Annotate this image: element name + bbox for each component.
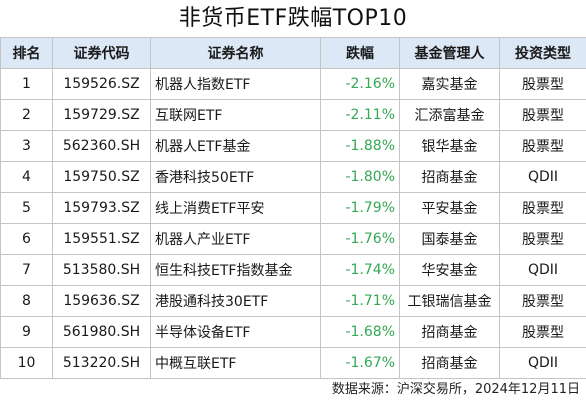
rank-cell: 7 <box>0 254 53 286</box>
type-cell: QDII <box>499 254 586 286</box>
manager-cell: 国泰基金 <box>399 223 500 255</box>
change-cell: -1.71% <box>320 285 400 317</box>
data-source-note: 数据来源：沪深交易所，2024年12月11日 <box>331 382 580 397</box>
manager-cell: 汇添富基金 <box>399 99 500 131</box>
rank-cell: 9 <box>0 316 53 348</box>
manager-cell: 平安基金 <box>399 192 500 224</box>
table-row: 7 513580.SH 恒生科技ETF指数基金 -1.74% 华安基金 QDII <box>0 254 586 286</box>
table-row: 5 159793.SZ 线上消费ETF平安 -1.79% 平安基金 股票型 <box>0 192 586 224</box>
code-cell: 159750.SZ <box>52 161 151 193</box>
type-cell: 股票型 <box>499 223 586 255</box>
name-cell: 香港科技50ETF <box>150 161 321 193</box>
manager-cell: 招商基金 <box>399 347 500 379</box>
type-cell: 股票型 <box>499 130 586 162</box>
change-cell: -2.16% <box>320 68 400 100</box>
code-cell: 159729.SZ <box>52 99 151 131</box>
code-cell: 159551.SZ <box>52 223 151 255</box>
name-cell: 中概互联ETF <box>150 347 321 379</box>
manager-cell: 招商基金 <box>399 161 500 193</box>
etf-decline-table: 排名 证券代码 证券名称 跌幅 基金管理人 投资类型 1 159526.SZ 机器人… <box>0 37 586 379</box>
name-cell: 互联网ETF <box>150 99 321 131</box>
table-row: 3 562360.SH 机器人ETF基金 -1.88% 银华基金 股票型 <box>0 130 586 162</box>
code-cell: 159793.SZ <box>52 192 151 224</box>
name-cell: 半导体设备ETF <box>150 316 321 348</box>
rank-cell: 3 <box>0 130 53 162</box>
code-cell: 562360.SH <box>52 130 151 162</box>
name-cell: 机器人ETF基金 <box>150 130 321 162</box>
rank-cell: 1 <box>0 68 53 100</box>
change-cell: -2.11% <box>320 99 400 131</box>
rank-cell: 4 <box>0 161 53 193</box>
name-cell: 机器人指数ETF <box>150 68 321 100</box>
change-cell: -1.68% <box>320 316 400 348</box>
manager-cell: 招商基金 <box>399 316 500 348</box>
table-body: 1 159526.SZ 机器人指数ETF -2.16% 嘉实基金 股票型 2 159729.S… <box>0 68 586 379</box>
table-row: 10 513220.SH 中概互联ETF -1.67% 招商基金 QDII <box>0 347 586 379</box>
header-rank: 排名 <box>0 37 53 69</box>
rank-cell: 8 <box>0 285 53 317</box>
change-cell: -1.76% <box>320 223 400 255</box>
manager-cell: 嘉实基金 <box>399 68 500 100</box>
manager-cell: 华安基金 <box>399 254 500 286</box>
table-row: 6 159551.SZ 机器人产业ETF -1.76% 国泰基金 股票型 <box>0 223 586 255</box>
type-cell: QDII <box>499 347 586 379</box>
rank-cell: 6 <box>0 223 53 255</box>
table-row: 8 159636.SZ 港股通科技30ETF -1.71% 工银瑞信基金 股票型 <box>0 285 586 317</box>
change-cell: -1.80% <box>320 161 400 193</box>
code-cell: 513220.SH <box>52 347 151 379</box>
type-cell: QDII <box>499 161 586 193</box>
rank-cell: 5 <box>0 192 53 224</box>
header-manager: 基金管理人 <box>399 37 500 69</box>
table-row: 1 159526.SZ 机器人指数ETF -2.16% 嘉实基金 股票型 <box>0 68 586 100</box>
header-name: 证券名称 <box>150 37 321 69</box>
name-cell: 线上消费ETF平安 <box>150 192 321 224</box>
table-header-row: 排名 证券代码 证券名称 跌幅 基金管理人 投资类型 <box>0 37 586 69</box>
code-cell: 159526.SZ <box>52 68 151 100</box>
name-cell: 机器人产业ETF <box>150 223 321 255</box>
change-cell: -1.79% <box>320 192 400 224</box>
rank-cell: 10 <box>0 347 53 379</box>
type-cell: 股票型 <box>499 316 586 348</box>
name-cell: 港股通科技30ETF <box>150 285 321 317</box>
change-cell: -1.88% <box>320 130 400 162</box>
name-cell: 恒生科技ETF指数基金 <box>150 254 321 286</box>
type-cell: 股票型 <box>499 285 586 317</box>
table-row: 2 159729.SZ 互联网ETF -2.11% 汇添富基金 股票型 <box>0 99 586 131</box>
type-cell: 股票型 <box>499 68 586 100</box>
page-title: 非货币ETF跌幅TOP10 <box>178 6 408 31</box>
type-cell: 股票型 <box>499 99 586 131</box>
rank-cell: 2 <box>0 99 53 131</box>
header-code: 证券代码 <box>52 37 151 69</box>
change-cell: -1.74% <box>320 254 400 286</box>
manager-cell: 银华基金 <box>399 130 500 162</box>
code-cell: 561980.SH <box>52 316 151 348</box>
table-row: 9 561980.SH 半导体设备ETF -1.68% 招商基金 股票型 <box>0 316 586 348</box>
type-cell: 股票型 <box>499 192 586 224</box>
code-cell: 159636.SZ <box>52 285 151 317</box>
manager-cell: 工银瑞信基金 <box>399 285 500 317</box>
code-cell: 513580.SH <box>52 254 151 286</box>
table-row: 4 159750.SZ 香港科技50ETF -1.80% 招商基金 QDII <box>0 161 586 193</box>
header-change: 跌幅 <box>320 37 400 69</box>
change-cell: -1.67% <box>320 347 400 379</box>
header-type: 投资类型 <box>499 37 586 69</box>
